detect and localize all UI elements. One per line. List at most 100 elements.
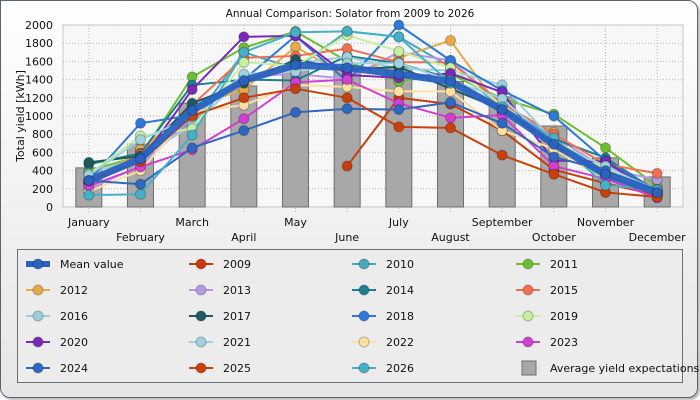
legend-item-2011[interactable]: 2011 — [514, 256, 578, 272]
point-2018-february — [135, 117, 146, 129]
legend-item-2019[interactable]: 2019 — [514, 308, 578, 324]
legend-label: 2023 — [550, 335, 578, 349]
y-tick-label: 1800 — [25, 37, 53, 50]
point-2024-march — [186, 142, 198, 154]
line-marker-icon — [26, 258, 50, 270]
point-2024-october — [548, 151, 560, 163]
line-marker-icon — [516, 284, 540, 296]
legend-item-2016[interactable]: 2016 — [24, 308, 88, 324]
line-2025 — [88, 87, 658, 198]
point-mean-value-december — [651, 186, 663, 198]
point-2012-august — [445, 34, 456, 46]
legend-item-2026[interactable]: 2026 — [350, 360, 414, 376]
legend-label: 2009 — [223, 257, 251, 271]
legend-item-average-yield-expectations[interactable]: Average yield expectations — [514, 360, 699, 376]
point-2024-february — [135, 178, 146, 190]
legend-label: 2015 — [550, 283, 578, 297]
point-mean-value-june — [341, 62, 353, 74]
y-tick-label: 200 — [32, 183, 53, 196]
legend-label: Mean value — [60, 257, 124, 271]
x-tick-label: July — [388, 216, 409, 229]
y-axis-label: Total yield [kWh] — [14, 70, 27, 163]
x-tick-label: November — [577, 216, 635, 229]
legend-item-2021[interactable]: 2021 — [187, 334, 251, 350]
legend-label: 2018 — [386, 309, 414, 323]
line-marker-icon — [352, 284, 376, 296]
series-mean-value — [83, 59, 663, 198]
x-tick-label: April — [231, 231, 256, 244]
legend-item-2018[interactable]: 2018 — [350, 308, 414, 324]
x-tick-label: March — [175, 216, 209, 229]
legend-item-2012[interactable]: 2012 — [24, 282, 88, 298]
y-tick-label: 1000 — [25, 110, 53, 123]
point-2018-july — [393, 19, 405, 31]
point-2026-march — [186, 129, 198, 141]
point-2018-october — [548, 110, 560, 122]
point-2009-june — [341, 160, 353, 172]
line-marker-icon — [26, 310, 50, 322]
x-tick-label: May — [284, 216, 307, 229]
y-axis-ticks: 0 200 400 600 800 1000 1200 1400 1600 1800 2000 — [25, 19, 53, 214]
bar-swatch-icon — [521, 360, 537, 376]
point-2025-may — [290, 83, 301, 95]
point-2026-april — [238, 46, 250, 58]
point-2019-july — [393, 45, 405, 57]
point-2022-july — [393, 85, 405, 97]
line-marker-icon — [26, 336, 50, 348]
x-tick-label: September — [472, 216, 533, 229]
legend-label: 2026 — [386, 361, 414, 375]
point-mean-value-april — [238, 75, 250, 87]
line-marker-icon — [26, 284, 50, 296]
legend-item-mean-value[interactable]: Mean value — [24, 256, 124, 272]
point-2023-august — [445, 112, 456, 124]
legend-item-2010[interactable]: 2010 — [350, 256, 414, 272]
y-tick-label: 0 — [46, 201, 53, 214]
line-marker-icon — [516, 336, 540, 348]
line-marker-icon — [352, 362, 376, 374]
point-2025-september — [496, 149, 508, 161]
point-2024-july — [393, 104, 405, 116]
legend-item-2022[interactable]: 2022 — [350, 334, 414, 350]
x-tick-label: August — [431, 231, 470, 244]
point-2025-april — [238, 92, 250, 104]
legend-label: 2011 — [550, 257, 578, 271]
legend-item-2017[interactable]: 2017 — [187, 308, 251, 324]
point-2026-february — [135, 188, 146, 200]
legend-item-2014[interactable]: 2014 — [350, 282, 414, 298]
legend-label: Average yield expectations — [550, 361, 700, 375]
point-2011-november — [600, 142, 611, 154]
legend-item-2013[interactable]: 2013 — [187, 282, 251, 298]
point-2024-april — [238, 125, 250, 137]
x-tick-label: October — [532, 231, 576, 244]
line-marker-icon — [189, 310, 213, 322]
line-series — [83, 19, 663, 204]
legend: Mean value 2009 2010 2011 2012 2013 2014 2015 20… — [17, 249, 699, 383]
point-2020-april — [238, 31, 250, 43]
y-tick-label: 800 — [32, 128, 53, 141]
x-tick-label: December — [629, 231, 687, 244]
legend-item-2024[interactable]: 2024 — [24, 360, 88, 376]
point-2024-june — [341, 103, 353, 115]
point-mean-value-november — [600, 168, 611, 180]
legend-item-2009[interactable]: 2009 — [187, 256, 251, 272]
line-2023 — [88, 78, 658, 199]
point-mean-value-february — [135, 153, 146, 165]
legend-item-2023[interactable]: 2023 — [514, 334, 578, 350]
y-tick-label: 2000 — [25, 19, 53, 32]
y-tick-label: 1200 — [25, 92, 53, 105]
chart-area: 0 200 400 600 800 1000 1200 1400 1600 1800 2000 Ja… — [14, 19, 687, 244]
legend-item-2025[interactable]: 2025 — [187, 360, 251, 376]
legend-label: 2010 — [386, 257, 414, 271]
y-tick-label: 1400 — [25, 74, 53, 87]
legend-item-2015[interactable]: 2015 — [514, 282, 578, 298]
line-2020 — [88, 34, 658, 197]
point-2023-april — [238, 113, 250, 125]
point-mean-value-september — [496, 104, 508, 116]
legend-item-2020[interactable]: 2020 — [24, 334, 88, 350]
y-tick-label: 1600 — [25, 55, 53, 68]
point-2026-july — [393, 31, 405, 43]
x-tick-label: February — [116, 231, 165, 244]
legend-label: 2022 — [386, 335, 414, 349]
line-marker-icon — [189, 258, 213, 270]
legend-label: 2020 — [60, 335, 88, 349]
